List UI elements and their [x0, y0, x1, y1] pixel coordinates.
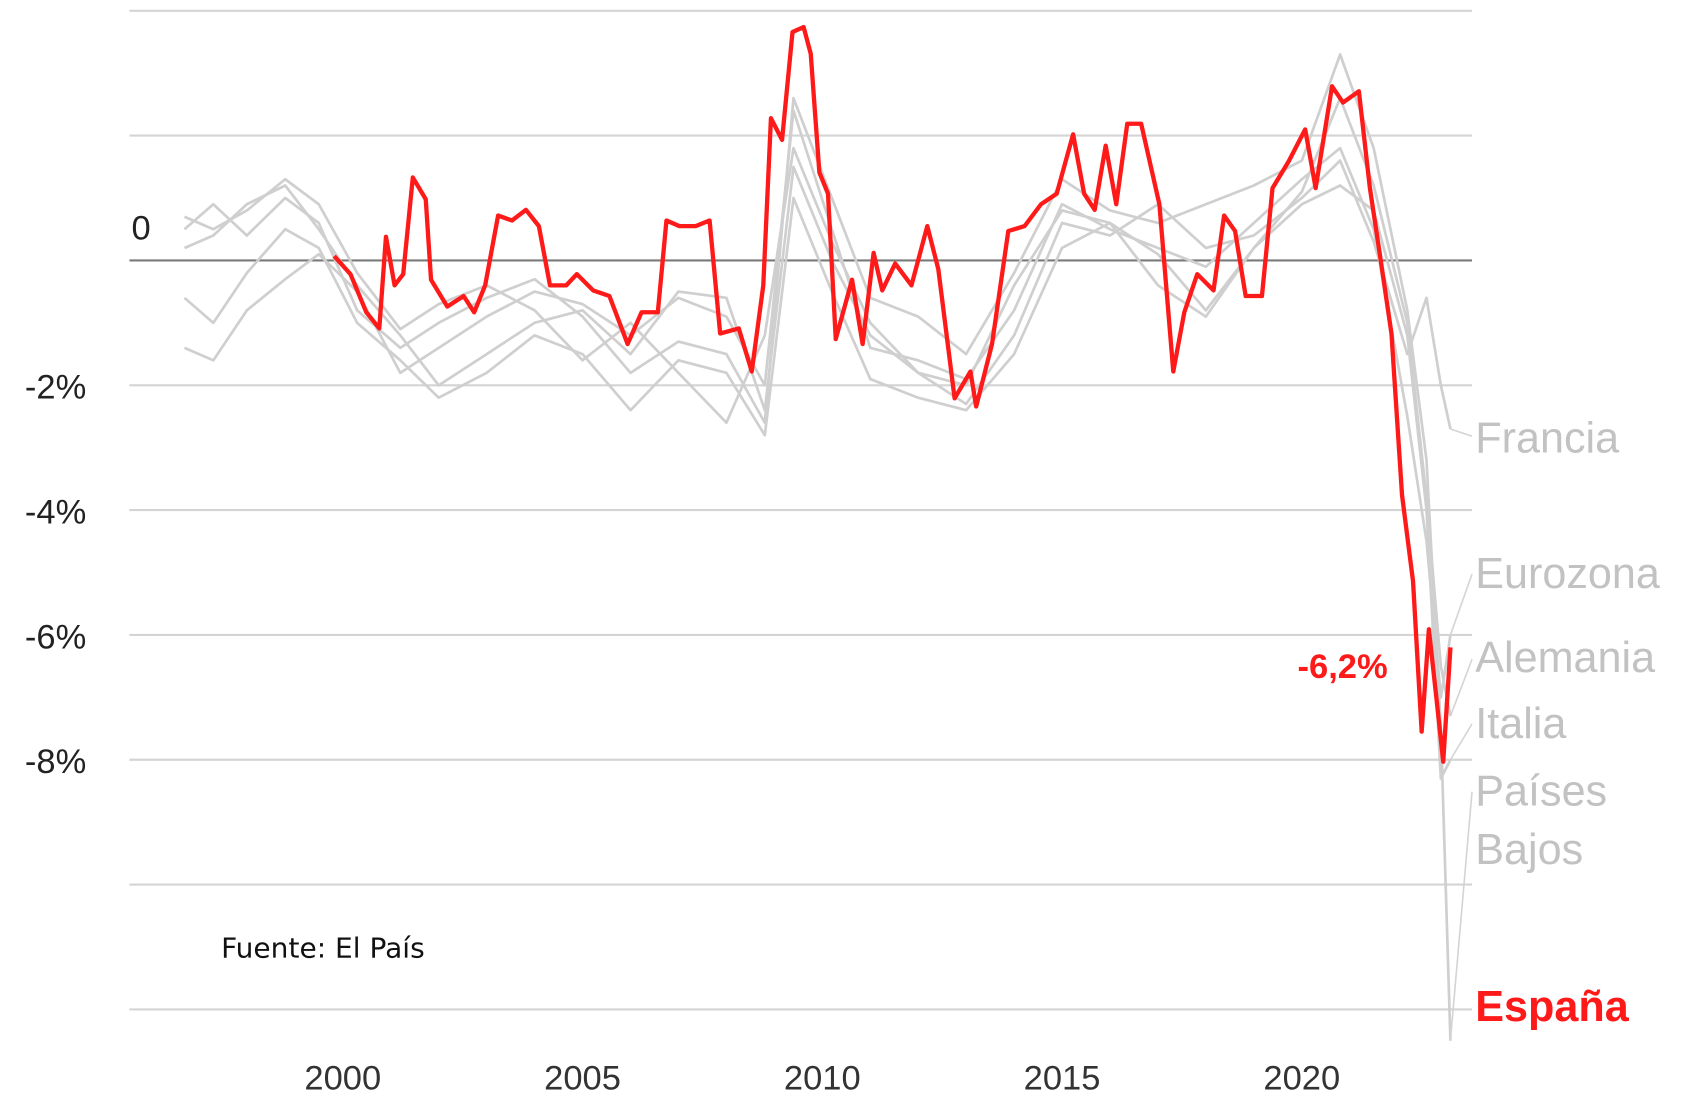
series-label: España: [1475, 983, 1629, 1031]
x-tick-label: 2020: [1263, 1060, 1340, 1098]
value-label: -6,2%: [1298, 648, 1388, 686]
x-tick-label: 2005: [544, 1060, 621, 1098]
leader-line: [1449, 723, 1473, 761]
series-line: [183, 184, 1452, 780]
series-line: [183, 109, 1452, 699]
series-label: Países Bajos: [1475, 768, 1608, 874]
series-line: [183, 96, 1452, 717]
series-label: Alemania: [1475, 634, 1656, 682]
source-note: Fuente: El País: [221, 932, 425, 966]
leader-line: [1450, 428, 1473, 438]
series-label: Eurozona: [1475, 550, 1660, 598]
leader-line: [1449, 658, 1473, 717]
x-tick-label: 2000: [304, 1060, 381, 1098]
x-tick-label: 2010: [784, 1060, 861, 1098]
series-line: [183, 53, 1452, 1041]
series-label: Francia: [1475, 414, 1620, 463]
y-tick-label: -8%: [25, 743, 86, 781]
y-tick-label: -4%: [25, 494, 86, 532]
leader-line: [1449, 791, 1473, 1041]
y-tick-label: -2%: [25, 369, 86, 407]
leader-line: [1449, 573, 1473, 636]
y-tick-label: -6%: [25, 618, 86, 656]
y-tick-label: 0: [132, 209, 151, 247]
series-label: Italia: [1475, 700, 1567, 748]
x-tick-label: 2015: [1024, 1060, 1101, 1098]
series-line: [332, 24, 1453, 764]
